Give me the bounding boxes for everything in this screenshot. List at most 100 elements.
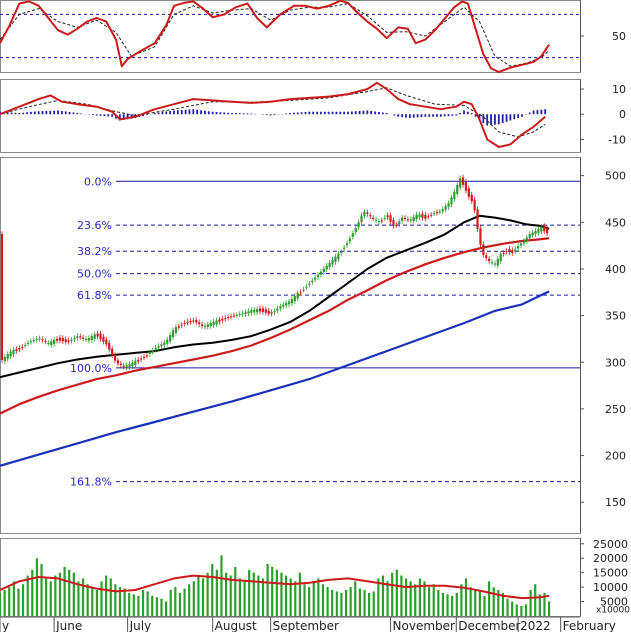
candle-body (511, 250, 514, 253)
candle-body (142, 356, 146, 358)
candle-body (160, 344, 163, 347)
candle-body (490, 262, 494, 264)
candle-body (322, 268, 325, 273)
candle-body (325, 265, 328, 270)
macd-line (0, 81, 546, 148)
candle-body (519, 243, 523, 246)
candle-body (55, 338, 59, 341)
candle-body (267, 310, 270, 314)
candle-body (21, 346, 24, 348)
y-tick-label: 400 (605, 263, 626, 276)
candle-body (372, 217, 375, 219)
candle-body (308, 283, 311, 285)
candle-body (82, 337, 85, 339)
candle-body (270, 312, 273, 314)
candle-body (450, 197, 453, 205)
candle-body (314, 277, 317, 280)
candle-body (461, 177, 465, 185)
candle-body (189, 321, 192, 323)
candle-body (415, 214, 418, 220)
macd-panel: 10 0 -10 (0, 79, 626, 153)
y-tick-label: 200 (605, 450, 626, 463)
candle-body (432, 213, 436, 215)
candle-body (44, 341, 47, 343)
candle-body (459, 178, 462, 188)
x-tick-label: February (563, 619, 616, 632)
candle-body (15, 349, 18, 351)
candle-body (119, 363, 122, 365)
candle-body (209, 323, 212, 327)
candle-body (392, 220, 395, 227)
candle-body (47, 342, 50, 344)
x-axis: y June July August September November December… (0, 616, 616, 632)
candle-body (24, 345, 27, 347)
candle-body (305, 286, 308, 288)
price-panel: 500 450 400 350 300 250 200 150 0.0% 23.6% 38.2% 50… (0, 157, 626, 534)
candle-body (99, 333, 102, 340)
volume-ma-line (0, 574, 550, 600)
candle-body (195, 319, 198, 323)
candle-body (6, 354, 9, 359)
candle-body (258, 308, 262, 312)
candle-body (241, 313, 244, 315)
y-tick-label: 10000 (593, 581, 628, 594)
candle-body (453, 191, 456, 200)
candle-body (73, 338, 76, 340)
candle-body (398, 221, 401, 225)
candle-body (479, 228, 482, 245)
candle-body (180, 324, 183, 326)
candle-body (299, 292, 302, 294)
candle-body (525, 237, 528, 242)
candle-body (340, 252, 343, 254)
candle-body (505, 250, 508, 252)
candle-body (145, 355, 149, 357)
candle-body (430, 214, 433, 216)
volume-unit-label: x10000 (596, 605, 630, 615)
candle-body (293, 296, 296, 302)
x-tick-label: 2022 (520, 619, 551, 632)
candle-body (58, 337, 62, 341)
candle-body (238, 314, 241, 316)
candle-body (151, 350, 154, 352)
fibonacci-level-label: 61.8% (77, 289, 112, 302)
y-tick-label: 50 (612, 30, 626, 43)
x-tick-label: December (458, 619, 520, 632)
candle-body (514, 249, 517, 252)
candle-body (29, 341, 33, 343)
candle-body (517, 246, 520, 249)
candle-body (229, 316, 233, 318)
candle-body (319, 271, 323, 275)
candle-body (224, 317, 227, 320)
candle-body (102, 336, 105, 342)
candle-body (134, 360, 137, 366)
candle-body (218, 319, 221, 322)
candle-body (334, 256, 337, 262)
candle-body (412, 216, 415, 221)
candle-body (438, 211, 441, 213)
candle-body (531, 232, 534, 236)
candle-body (418, 214, 421, 218)
y-tick-label: 150 (605, 496, 626, 509)
candle-body (235, 314, 238, 316)
candle-body (163, 342, 166, 346)
candle-body (0, 234, 4, 361)
ma-slow-line (0, 290, 550, 467)
fibonacci-level-label: 0.0% (84, 175, 112, 188)
fibonacci-level-label: 100.0% (70, 362, 112, 375)
x-tick-label: June (55, 619, 82, 632)
candle-body (427, 216, 430, 218)
candle-body (169, 334, 172, 342)
candle-body (467, 188, 470, 197)
candle-body (61, 338, 64, 342)
candle-body (377, 221, 381, 223)
y-tick-label: 350 (605, 310, 626, 323)
candle-body (363, 211, 366, 216)
candle-body (12, 349, 15, 355)
ma-fast-line (0, 214, 550, 379)
candle-body (70, 339, 73, 341)
candle-body (256, 309, 259, 313)
candle-body (174, 327, 178, 333)
candle-body (357, 222, 360, 228)
